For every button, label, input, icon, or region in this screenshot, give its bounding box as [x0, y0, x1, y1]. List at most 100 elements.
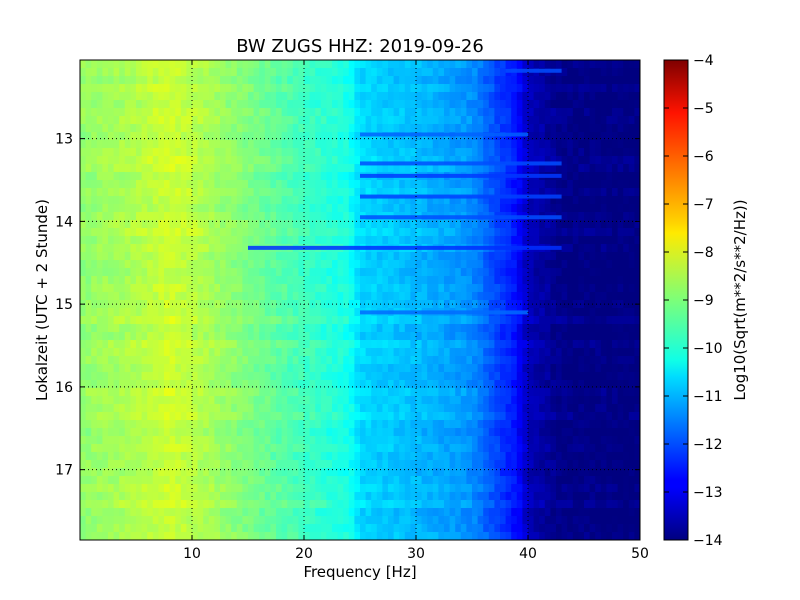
- heatmap-cell: [511, 452, 518, 461]
- heatmap-cell: [225, 132, 232, 141]
- heatmap-cell: [164, 76, 171, 85]
- heatmap-cell: [304, 380, 311, 389]
- heatmap-cell: [623, 380, 630, 389]
- heatmap-cell: [231, 92, 238, 101]
- heatmap-cell: [494, 348, 501, 357]
- heatmap-cell: [455, 156, 462, 165]
- heatmap-cell: [600, 276, 607, 285]
- heatmap-cell: [96, 316, 103, 325]
- heatmap-cell: [556, 364, 563, 373]
- heatmap-cell: [416, 292, 423, 301]
- heatmap-cell: [365, 84, 372, 93]
- heatmap-cell: [561, 212, 568, 221]
- heatmap-cell: [483, 92, 490, 101]
- heatmap-cell: [460, 316, 467, 325]
- heatmap-cell: [264, 164, 271, 173]
- heatmap-cell: [427, 100, 434, 109]
- heatmap-cell: [192, 140, 199, 149]
- heatmap-cell: [511, 340, 518, 349]
- heatmap-cell: [438, 68, 445, 77]
- heatmap-cell: [466, 60, 473, 69]
- heatmap-cell: [152, 260, 159, 269]
- heatmap-cell: [449, 428, 456, 437]
- heatmap-cell: [606, 60, 613, 69]
- heatmap-cell: [494, 396, 501, 405]
- heatmap-cell: [203, 260, 210, 269]
- heatmap-cell: [371, 180, 378, 189]
- heatmap-cell: [80, 116, 87, 125]
- heatmap-cell: [337, 380, 344, 389]
- heatmap-cell: [455, 76, 462, 85]
- heatmap-cell: [287, 108, 294, 117]
- heatmap-cell: [533, 380, 540, 389]
- heatmap-cell: [141, 236, 148, 245]
- heatmap-cell: [477, 108, 484, 117]
- heatmap-cell: [203, 388, 210, 397]
- heatmap-cell: [225, 172, 232, 181]
- heatmap-cell: [544, 140, 551, 149]
- heatmap-cell: [208, 332, 215, 341]
- heatmap-cell: [628, 60, 635, 69]
- heatmap-cell: [315, 436, 322, 445]
- heatmap-cell: [399, 340, 406, 349]
- heatmap-cell: [348, 404, 355, 413]
- heatmap-cell: [130, 316, 137, 325]
- heatmap-cell: [460, 236, 467, 245]
- heatmap-cell: [130, 68, 137, 77]
- heatmap-cell: [589, 148, 596, 157]
- heatmap-cell: [612, 316, 619, 325]
- heatmap-cell: [432, 300, 439, 309]
- heatmap-cell: [382, 404, 389, 413]
- heatmap-cell: [231, 252, 238, 261]
- heatmap-cell: [220, 292, 227, 301]
- heatmap-cell: [164, 108, 171, 117]
- heatmap-cell: [528, 308, 535, 317]
- heatmap-cell: [136, 212, 143, 221]
- heatmap-cell: [298, 332, 305, 341]
- heatmap-cell: [236, 124, 243, 133]
- heatmap-cell: [572, 100, 579, 109]
- heatmap-cell: [147, 196, 154, 205]
- heatmap-cell: [326, 452, 333, 461]
- heatmap-cell: [164, 436, 171, 445]
- heatmap-cell: [488, 92, 495, 101]
- heatmap-cell: [169, 284, 176, 293]
- heatmap-cell: [208, 116, 215, 125]
- heatmap-cell: [326, 372, 333, 381]
- heatmap-cell: [231, 156, 238, 165]
- heatmap-cell: [354, 356, 361, 365]
- heatmap-cell: [393, 436, 400, 445]
- heatmap-cell: [500, 236, 507, 245]
- heatmap-cell: [270, 364, 277, 373]
- heatmap-cell: [152, 204, 159, 213]
- heatmap-cell: [404, 396, 411, 405]
- heatmap-cell: [550, 396, 557, 405]
- heatmap-cell: [136, 244, 143, 253]
- heatmap-cell: [225, 420, 232, 429]
- heatmap-cell: [416, 156, 423, 165]
- heatmap-cell: [354, 404, 361, 413]
- heatmap-cell: [511, 116, 518, 125]
- heatmap-cell: [197, 132, 204, 141]
- heatmap-cell: [113, 92, 120, 101]
- heatmap-cell: [102, 324, 109, 333]
- heatmap-cell: [438, 444, 445, 453]
- heatmap-cell: [500, 452, 507, 461]
- heatmap-cell: [617, 260, 624, 269]
- heatmap-cell: [628, 340, 635, 349]
- heatmap-cell: [488, 444, 495, 453]
- heatmap-cell: [169, 252, 176, 261]
- heatmap-cell: [595, 180, 602, 189]
- heatmap-cell: [304, 324, 311, 333]
- heatmap-cell: [175, 316, 182, 325]
- heatmap-cell: [236, 284, 243, 293]
- heatmap-cell: [124, 172, 131, 181]
- heatmap-cell: [561, 92, 568, 101]
- heatmap-cell: [371, 204, 378, 213]
- heatmap-cell: [578, 260, 585, 269]
- heatmap-cell: [556, 252, 563, 261]
- heatmap-cell: [108, 68, 115, 77]
- heatmap-cell: [388, 228, 395, 237]
- heatmap-cell: [292, 452, 299, 461]
- heatmap-cell: [427, 84, 434, 93]
